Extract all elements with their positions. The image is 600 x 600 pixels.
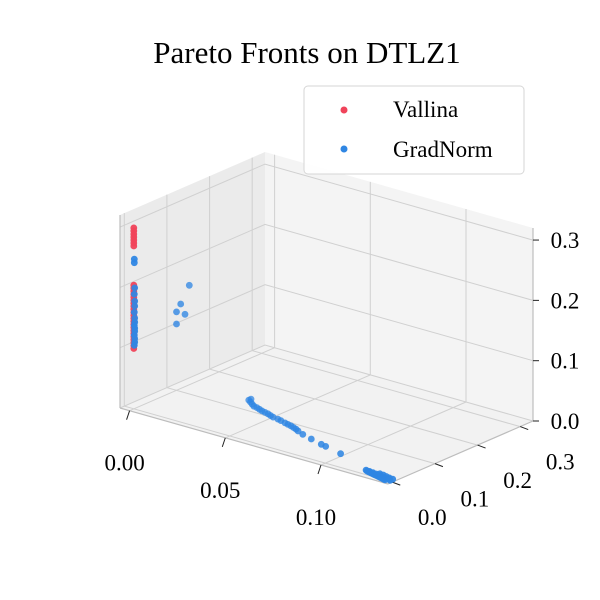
y-tick-label-2: 0.2 (503, 468, 532, 493)
point-gradnorm-18 (185, 281, 193, 289)
point-gradnorm-15 (130, 341, 138, 349)
chart-points (130, 224, 397, 484)
point-gradnorm-2 (131, 284, 139, 292)
point-gradnorm-4 (131, 297, 139, 305)
legend-label-vallina: Vallina (393, 97, 458, 122)
point-gradnorm-6 (130, 308, 138, 316)
x-tick-label-2: 0.10 (296, 505, 336, 530)
point-gradnorm-20 (181, 310, 189, 318)
chart-ticks: 0.00 0.05 0.10 0.0 0.1 0.2 0.3 0.0 0.1 0.2 0.3 (104, 228, 579, 530)
point-gradnorm-44 (322, 443, 330, 450)
y-axis-line (387, 420, 534, 485)
point-gradnorm-70 (386, 476, 394, 484)
grid-line-z-0 (119, 344, 534, 422)
point-gradnorm-40 (294, 427, 302, 435)
grid-line-z-2 (119, 223, 534, 301)
y-tick-label-3: 0.3 (546, 450, 575, 475)
chart-legend: Vallina GradNorm (303, 85, 525, 175)
y-tick-mark-2 (477, 444, 486, 449)
z-tick-label-3: 0.3 (551, 228, 580, 253)
chart-panes (120, 152, 533, 484)
chart-axes (119, 215, 534, 485)
point-gradnorm-19 (173, 320, 180, 328)
x-tick-label-0: 0.00 (104, 451, 144, 476)
point-gradnorm-41 (299, 431, 307, 438)
x-axis-line (119, 407, 389, 485)
legend-box (303, 85, 525, 175)
legend-marker-gradnorm (340, 145, 348, 153)
point-gradnorm-5 (131, 302, 139, 310)
point-gradnorm-45 (337, 450, 344, 458)
chart-title: Pareto Fronts on DTLZ1 (153, 35, 460, 70)
z-tick-label-0: 0.0 (551, 409, 580, 434)
point-vallina-6 (130, 242, 138, 250)
pane-left (120, 152, 265, 408)
x-tick-mark-2 (317, 464, 322, 475)
point-gradnorm-3 (130, 290, 138, 298)
x-tick-mark-0 (126, 410, 131, 420)
grid-line-z-1 (119, 284, 534, 362)
z-tick-label-2: 0.2 (551, 288, 580, 313)
point-gradnorm-17 (177, 300, 185, 308)
legend-label-gradnorm: GradNorm (393, 137, 493, 162)
point-gradnorm-16 (173, 308, 180, 316)
x-tick-mark-1 (221, 437, 226, 448)
z-tick-label-1: 0.1 (551, 349, 580, 374)
point-gradnorm-1 (130, 259, 138, 267)
grid-line-z-3 (119, 163, 534, 241)
point-gradnorm-72 (363, 467, 371, 475)
x-tick-label-1: 0.05 (200, 478, 240, 503)
point-gradnorm-42 (307, 435, 315, 443)
pane-floor (120, 345, 533, 484)
y-tick-label-1: 0.1 (461, 487, 490, 512)
y-tick-mark-3 (520, 426, 529, 431)
y-tick-mark-0 (392, 481, 401, 486)
y-tick-mark-1 (434, 463, 444, 468)
y-tick-label-0: 0.0 (418, 505, 447, 530)
legend-marker-vallina (340, 106, 348, 114)
